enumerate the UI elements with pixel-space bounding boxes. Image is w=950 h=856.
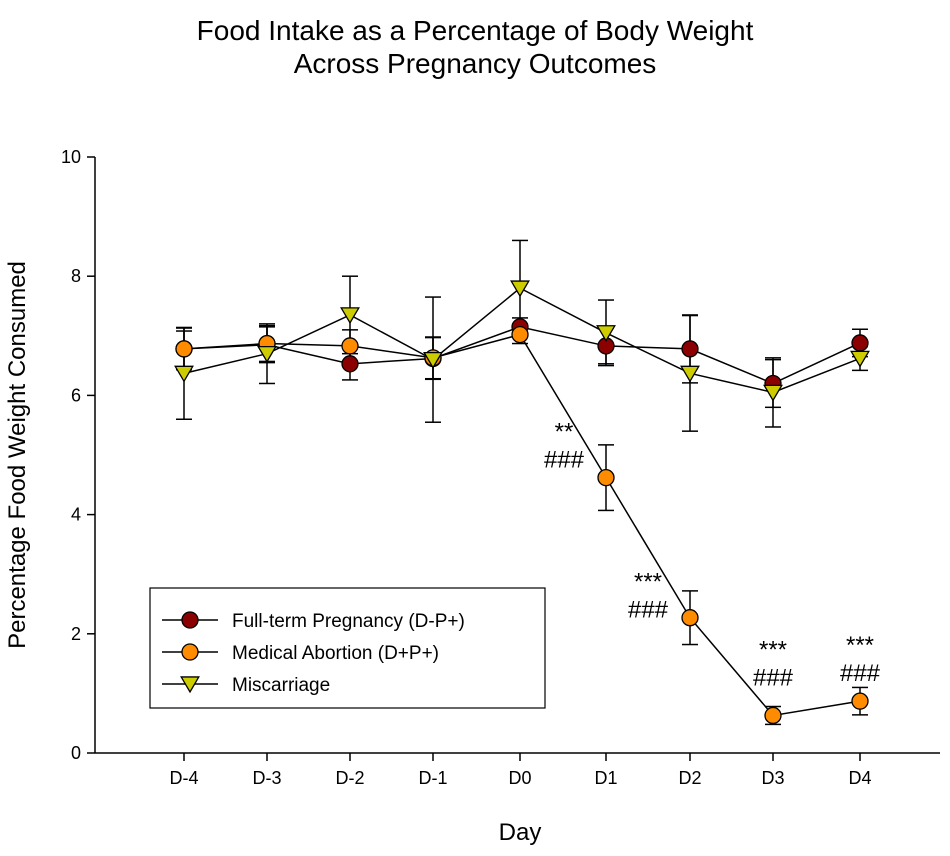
data-point — [341, 355, 359, 373]
data-point — [180, 676, 200, 694]
data-point — [763, 384, 783, 402]
x-tick-label: D4 — [848, 768, 871, 788]
plot-area: **###***###***###***### — [174, 239, 881, 726]
data-point — [851, 692, 869, 710]
significance-stars: ** — [555, 419, 574, 446]
data-point — [257, 345, 277, 363]
significance-hashes: ### — [544, 447, 585, 474]
series-markers-1 — [175, 325, 869, 725]
data-point — [680, 365, 700, 383]
x-tick-label: D1 — [594, 768, 617, 788]
x-tick-label: D-2 — [335, 768, 364, 788]
y-tick-label: 2 — [71, 624, 81, 644]
significance-hashes: ### — [753, 664, 794, 691]
x-tick-label: D3 — [761, 768, 784, 788]
data-point — [340, 307, 360, 325]
data-point — [764, 706, 782, 725]
y-tick-label: 4 — [71, 505, 81, 525]
x-tick-label: D0 — [508, 768, 531, 788]
series-markers-2 — [174, 280, 870, 402]
data-point — [510, 280, 530, 298]
y-tick-label: 0 — [71, 743, 81, 763]
chart-title-line-1: Food Intake as a Percentage of Body Weig… — [197, 15, 754, 46]
data-point — [850, 350, 870, 368]
significance-hashes: ### — [628, 597, 669, 624]
data-point — [511, 325, 529, 344]
axes: 0 2 4 6 8 10 D-4 D-3 D-2 D-1 D0 D1 D2 D3 D4 — [61, 147, 940, 788]
data-point — [681, 609, 699, 627]
chart-title-line-2: Across Pregnancy Outcomes — [294, 48, 657, 79]
significance-stars: *** — [634, 569, 662, 596]
data-point — [681, 340, 699, 358]
data-point — [181, 643, 199, 661]
significance-stars: *** — [759, 636, 787, 663]
legend-label: Miscarriage — [232, 675, 330, 696]
significance-hashes: ### — [840, 660, 881, 687]
data-point — [423, 351, 443, 369]
data-point — [341, 337, 359, 355]
y-tick-label: 6 — [71, 385, 81, 405]
x-axis-label: Day — [499, 819, 542, 846]
legend-label: Full-term Pregnancy (D-P+) — [232, 611, 465, 632]
x-tick-label: D-1 — [418, 768, 447, 788]
legend: Full-term Pregnancy (D-P+) Medical Aborti… — [149, 587, 546, 709]
data-point — [597, 468, 615, 487]
y-tick-label: 8 — [71, 266, 81, 286]
x-tick-label: D-3 — [252, 768, 281, 788]
data-point — [174, 365, 194, 383]
data-point — [181, 611, 199, 629]
data-point — [851, 334, 869, 352]
data-point — [175, 340, 193, 358]
legend-label: Medical Abortion (D+P+) — [232, 643, 439, 664]
significance-stars: *** — [846, 632, 874, 659]
x-tick-label: D2 — [678, 768, 701, 788]
y-tick-label: 10 — [61, 147, 81, 167]
data-point — [596, 325, 616, 343]
y-axis-label: Percentage Food Weight Consumed — [4, 261, 31, 649]
legend-box — [149, 587, 546, 709]
x-tick-label: D-4 — [169, 768, 198, 788]
